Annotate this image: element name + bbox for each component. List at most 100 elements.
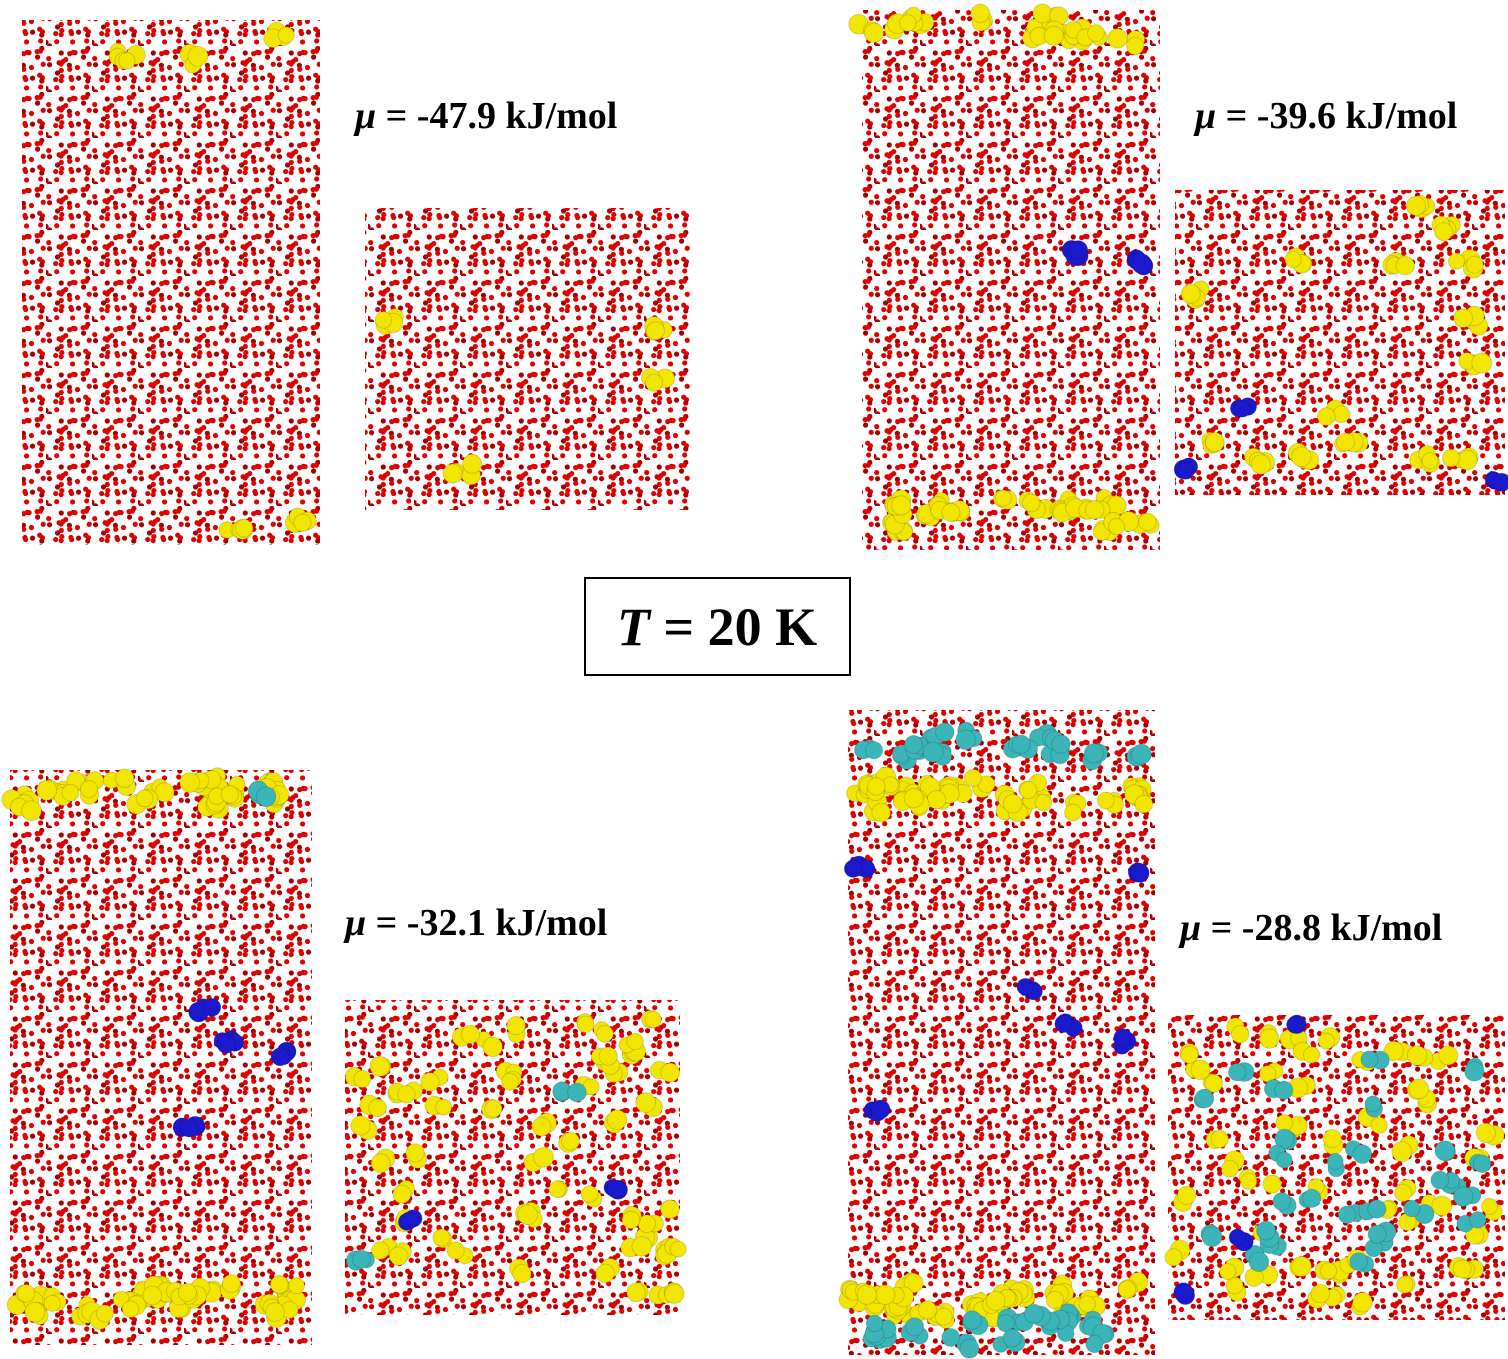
molecule-atom bbox=[484, 1099, 503, 1118]
molecule-atom bbox=[1360, 1050, 1379, 1069]
molecule-atom bbox=[1164, 1248, 1183, 1267]
molecule-atom bbox=[870, 1099, 891, 1120]
molecule-atom bbox=[664, 1283, 685, 1304]
molecule-atom bbox=[1019, 781, 1038, 800]
molecule-atom bbox=[1337, 1205, 1357, 1225]
molecule-atom bbox=[1475, 1122, 1496, 1143]
molecule-atom bbox=[36, 779, 58, 801]
molecule-atom bbox=[1068, 240, 1089, 261]
molecule-atom bbox=[220, 785, 240, 804]
molecule-atom bbox=[1219, 1262, 1237, 1281]
molecule-atom bbox=[177, 1282, 197, 1302]
molecule-atom bbox=[368, 1098, 387, 1118]
molecule-atom bbox=[1107, 28, 1128, 49]
molecule-atom bbox=[187, 45, 209, 67]
molecule-atom bbox=[865, 1314, 884, 1333]
molecule-atom bbox=[142, 1285, 163, 1306]
molecule-atom bbox=[621, 1210, 641, 1230]
molecule-atom bbox=[644, 1011, 662, 1029]
molecule-atom bbox=[941, 1328, 961, 1347]
molecule-atom bbox=[1434, 222, 1454, 242]
molecule-atom bbox=[926, 789, 947, 810]
molecule-atom bbox=[506, 1015, 526, 1036]
molecule-atom bbox=[1134, 794, 1154, 814]
molecule-atom bbox=[1274, 1080, 1294, 1100]
molecule-atom bbox=[1367, 1199, 1387, 1219]
molecule-atom bbox=[606, 1109, 628, 1131]
molecule-atom bbox=[1447, 252, 1466, 270]
molecule-atom bbox=[1430, 1170, 1450, 1190]
molecule-atom bbox=[985, 1290, 1006, 1311]
molecule-atom bbox=[903, 1273, 924, 1294]
molecule-atom bbox=[1336, 432, 1355, 452]
molecule-atom bbox=[955, 729, 976, 751]
molecule-atom bbox=[1364, 1095, 1382, 1113]
molecule-atom bbox=[1322, 1128, 1342, 1149]
molecule-atom bbox=[1492, 472, 1508, 492]
molecule-atom bbox=[962, 1310, 983, 1330]
molecule-atom bbox=[1131, 743, 1152, 765]
molecule-atom bbox=[970, 3, 990, 24]
molecule-atom bbox=[1113, 1028, 1133, 1048]
molecule-atom bbox=[1023, 1303, 1044, 1324]
molecule-atom bbox=[1408, 1078, 1430, 1100]
molecule-atom bbox=[1370, 1116, 1388, 1135]
molecule-atom bbox=[941, 503, 961, 523]
molecule-atom bbox=[871, 802, 892, 823]
center-box bbox=[584, 577, 851, 676]
molecule-atom bbox=[843, 859, 863, 878]
molecule-atom bbox=[580, 1185, 599, 1203]
molecule-atom bbox=[1452, 1259, 1472, 1279]
molecule-atom bbox=[1233, 400, 1251, 418]
molecule-atom bbox=[1256, 1220, 1277, 1241]
molecule-atom bbox=[1275, 1151, 1293, 1169]
molecule-atom bbox=[963, 768, 983, 788]
molecule-atom bbox=[24, 1301, 46, 1323]
molecule-atom bbox=[482, 1036, 503, 1058]
molecule-atom bbox=[1230, 1025, 1250, 1044]
molecule-atom bbox=[1421, 452, 1439, 470]
molecule-atom bbox=[1403, 1199, 1421, 1218]
molecule-atom bbox=[669, 1240, 687, 1258]
molecule-atom bbox=[1084, 500, 1105, 520]
molecule-atom bbox=[635, 1092, 657, 1113]
molecule-atom bbox=[432, 1228, 451, 1247]
molecule-atom bbox=[1107, 517, 1126, 536]
molecule-atom bbox=[517, 1204, 538, 1226]
molecule-atom bbox=[1210, 1129, 1229, 1149]
molecule-atom bbox=[16, 1284, 36, 1303]
molecule-atom bbox=[1326, 1152, 1344, 1170]
molecule-atom bbox=[1464, 1061, 1485, 1082]
panel-label: μ = -28.8 kJ/mol bbox=[1178, 907, 1442, 949]
panel-label: μ = -47.9 kJ/mol bbox=[353, 95, 617, 137]
molecule-atom bbox=[1391, 1141, 1413, 1163]
molecule-atom bbox=[1064, 803, 1082, 822]
molecule-atom bbox=[1316, 407, 1336, 426]
molecule-atom bbox=[1481, 1197, 1499, 1215]
molecule-atom bbox=[1367, 1224, 1387, 1244]
molecule-atom bbox=[462, 453, 483, 474]
molecule-atom bbox=[1117, 1280, 1137, 1299]
molecule-atom bbox=[905, 1317, 925, 1337]
label-text: = -32.1 kJ/mol bbox=[376, 902, 608, 944]
molecule-atom bbox=[460, 1024, 481, 1045]
molecule-atom bbox=[631, 1236, 653, 1257]
molecule-atom bbox=[531, 1116, 552, 1137]
molecule-atom bbox=[369, 1055, 391, 1077]
molecule-atom bbox=[1452, 1186, 1474, 1207]
molecule-atom bbox=[1085, 1334, 1104, 1354]
symbol: μ bbox=[1178, 907, 1201, 949]
molecule-atom bbox=[1002, 793, 1023, 814]
molecule-atom bbox=[1204, 432, 1225, 452]
molecule-atom bbox=[442, 463, 463, 484]
molecule-atom bbox=[644, 373, 664, 392]
molecule-atom bbox=[121, 1300, 140, 1318]
molecule-atom bbox=[1406, 1045, 1428, 1066]
molecule-atom bbox=[21, 800, 42, 822]
label-text: = -28.8 kJ/mol bbox=[1211, 907, 1443, 949]
molecule-atom bbox=[626, 1282, 646, 1303]
molecule-atom bbox=[388, 1246, 409, 1266]
molecule-atom bbox=[43, 1294, 61, 1312]
molecule-atom bbox=[917, 1300, 938, 1320]
molecule-atom bbox=[1383, 1040, 1404, 1062]
